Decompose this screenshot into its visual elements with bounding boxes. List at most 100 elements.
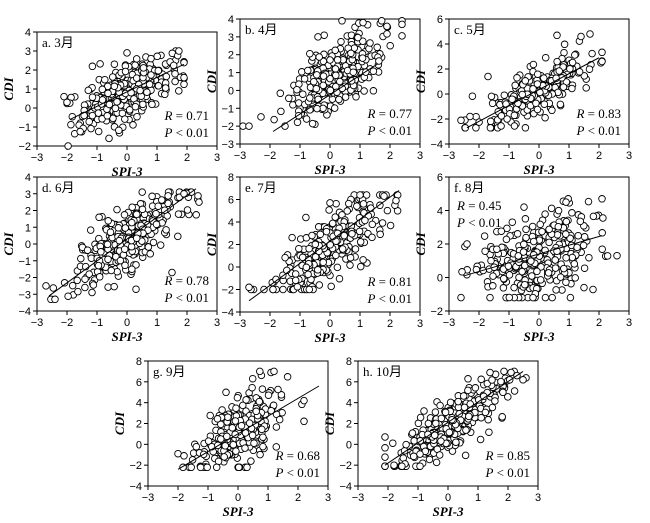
x-tick-label: −3 [443,150,456,162]
x-tick-label: 1 [566,317,572,329]
data-point [245,283,253,292]
data-point [392,196,400,205]
data-point [168,268,176,277]
data-point [120,211,129,219]
data-point [154,66,163,75]
data-point [486,293,494,302]
data-point [568,253,577,262]
x-tick-label: 0 [445,492,451,504]
data-point [477,375,485,384]
data-point [326,86,335,95]
data-point [276,89,285,98]
p-value: P < 0.01 [366,123,412,138]
data-point [497,227,506,235]
data-point [497,122,505,130]
y-axis-label: CDI [413,232,428,256]
x-tick-label: 2 [387,318,393,330]
data-point [257,113,265,121]
data-point [562,198,570,206]
x-tick-label: 3 [214,317,220,329]
data-point [85,270,93,278]
data-point [562,278,570,286]
data-point [320,31,328,39]
x-tick-label: −2 [61,152,74,164]
data-point [354,33,362,42]
x-tick-label: −2 [382,492,395,504]
data-point [315,53,323,61]
y-tick-label: −1 [18,122,31,134]
x-tick-label: 1 [357,318,363,330]
data-point [104,89,112,98]
data-point [462,426,470,434]
data-point [232,404,240,412]
data-point [73,276,81,285]
data-point [203,463,211,472]
regression-line [48,188,197,297]
data-point [270,115,278,124]
data-point [424,430,432,439]
data-point [283,373,292,381]
y-tick-label: −4 [339,481,352,493]
x-tick-label: 3 [626,317,632,329]
data-point [458,268,466,276]
data-point [560,264,568,273]
data-point [520,203,528,211]
x-tick-label: 0 [536,317,542,329]
data-point [127,242,136,251]
data-point [171,77,179,86]
panel-title: g. 9月 [153,364,186,379]
data-point [552,286,560,294]
data-point [275,415,284,424]
y-tick-label: 2 [346,419,352,431]
r-value: R = 0.71 [163,108,209,123]
x-axis-label: SPI-3 [111,329,143,344]
data-point [332,199,340,208]
data-point [123,49,131,57]
data-point [529,237,538,246]
y-tick-label: −4 [430,139,443,151]
data-point [532,99,540,108]
data-point [74,287,82,296]
data-point [508,218,517,226]
x-tick-label: 2 [184,152,190,164]
data-point [369,67,378,75]
x-tick-label: −3 [31,317,44,329]
y-tick-label: −4 [129,481,142,493]
data-point [373,43,381,52]
data-point [136,86,144,95]
y-tick-label: −2 [18,141,31,153]
data-point [538,227,546,236]
x-tick-label: 3 [417,150,423,162]
data-point [461,124,470,132]
y-tick-label: 2 [136,419,142,431]
x-tick-label: −3 [234,318,247,330]
data-point [353,202,361,210]
data-point [113,267,121,276]
data-point [212,463,221,472]
regression-line [463,235,603,277]
data-point [239,401,247,410]
data-point [560,40,569,49]
data-point [293,85,301,94]
data-point [154,82,163,90]
data-point [295,99,303,107]
data-point [95,273,104,281]
data-point [527,257,535,265]
data-point [582,84,590,92]
data-point [556,273,565,281]
y-tick-label: 2 [228,240,234,252]
data-point [213,415,222,423]
x-tick-label: 3 [535,492,541,504]
data-point [243,463,251,472]
data-point [259,433,267,441]
y-axis-label: CDI [322,411,337,435]
y-tick-label: 0 [346,439,352,451]
data-point [322,227,331,236]
data-point [480,232,489,240]
y-tick-label: 1 [25,84,31,96]
data-point [435,451,444,459]
data-point [381,433,389,441]
data-point [352,93,360,101]
data-point [299,90,307,98]
